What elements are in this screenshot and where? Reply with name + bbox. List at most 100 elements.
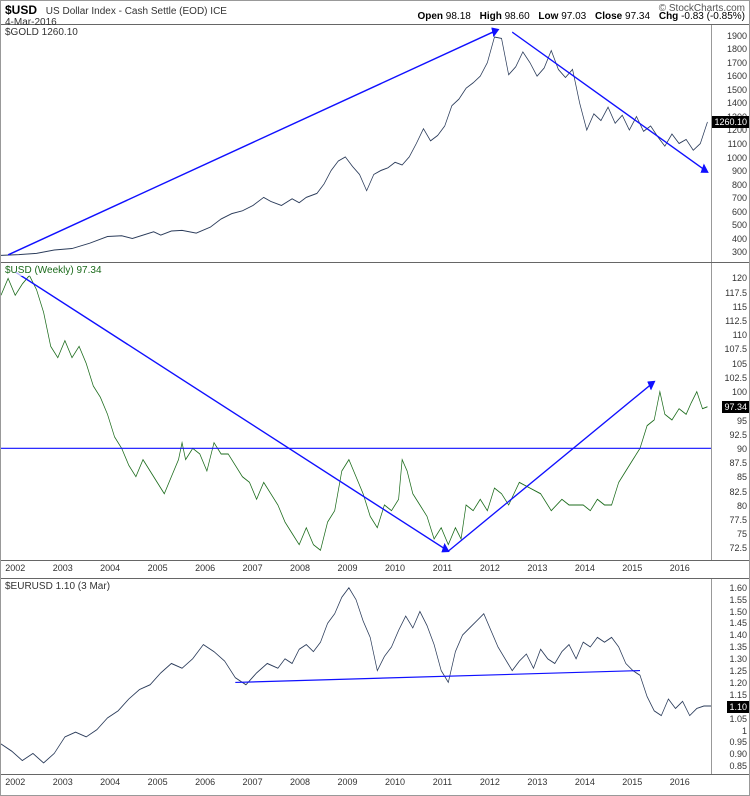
y-tick-label: 1500 — [727, 85, 747, 95]
x-tick-label: 2012 — [480, 563, 500, 573]
y-tick-label: 1.40 — [729, 630, 747, 640]
y-tick-label: 77.5 — [729, 515, 747, 525]
y-tick-label: 1800 — [727, 44, 747, 54]
ticker-symbol: $USD — [5, 3, 37, 17]
panel-eurusd-label: $EURUSD 1.10 (3 Mar) — [5, 581, 110, 592]
panel-gold-label: $GOLD 1260.10 — [5, 27, 78, 38]
x-tick-label: 2009 — [337, 777, 357, 787]
y-tick-label: 0.95 — [729, 737, 747, 747]
x-tick-label: 2004 — [100, 777, 120, 787]
y-tick-label: 112.5 — [725, 316, 747, 326]
y-tick-label: 1.15 — [729, 690, 747, 700]
panel-gold-yaxis: 3004005006007008009001000110012001300140… — [711, 25, 749, 262]
panel-gold-chart — [1, 25, 711, 262]
y-tick-label: 1000 — [727, 153, 747, 163]
y-tick-label: 115 — [733, 302, 747, 312]
x-tick-label: 2008 — [290, 563, 310, 573]
y-tick-label: 117.5 — [725, 288, 747, 298]
y-tick-label: 92.5 — [729, 430, 747, 440]
y-tick-label: 1.05 — [729, 714, 747, 724]
xaxis-top: 2002200320042005200620072008200920102011… — [1, 561, 749, 579]
y-tick-label: 300 — [732, 247, 747, 257]
y-tick-label: 800 — [732, 180, 747, 190]
y-tick-label: 0.85 — [729, 761, 747, 771]
y-tick-label: 1.50 — [729, 607, 747, 617]
y-tick-label: 1 — [742, 726, 747, 736]
y-tick-label: 1400 — [727, 98, 747, 108]
x-tick-label: 2002 — [5, 563, 25, 573]
chart-container: $USD US Dollar Index - Cash Settle (EOD)… — [0, 0, 750, 796]
y-tick-label: 87.5 — [729, 458, 747, 468]
y-tick-label: 600 — [732, 207, 747, 217]
y-tick-label: 0.90 — [729, 749, 747, 759]
panel-eurusd: $EURUSD 1.10 (3 Mar) 0.850.900.9511.051.… — [1, 579, 749, 775]
xaxis-bottom: 2002 2003 2004 2005 2006 2007 2008 2009 2010 2011… — [1, 775, 749, 793]
x-tick-label: 2005 — [148, 777, 168, 787]
x-tick-label: 2014 — [575, 563, 595, 573]
x-tick-label: 2007 — [243, 563, 263, 573]
y-tick-label: 75 — [737, 529, 747, 539]
x-tick-label: 2016 — [670, 777, 690, 787]
x-tick-label: 2008 — [290, 777, 310, 787]
x-tick-label: 2011 — [433, 777, 452, 787]
x-tick-label: 2010 — [385, 777, 405, 787]
x-tick-label: 2006 — [195, 777, 215, 787]
y-tick-label: 1900 — [727, 31, 747, 41]
y-tick-label: 900 — [732, 166, 747, 176]
y-tick-label: 1.55 — [729, 595, 747, 605]
x-tick-label: 2011 — [433, 563, 452, 573]
y-tick-label: 85 — [737, 472, 747, 482]
x-tick-label: 2007 — [243, 777, 263, 787]
y-tick-label: 82.5 — [729, 487, 747, 497]
y-tick-label: 1100 — [728, 139, 747, 149]
y-tick-label: 400 — [732, 234, 747, 244]
y-tick-label: 1.30 — [729, 654, 747, 664]
x-tick-label: 2016 — [670, 563, 690, 573]
x-tick-label: 2014 — [575, 777, 595, 787]
price-flag: 1.10 — [727, 701, 749, 713]
y-tick-label: 1.20 — [729, 678, 747, 688]
y-tick-label: 107.5 — [724, 344, 747, 354]
panel-eurusd-chart — [1, 579, 711, 774]
y-tick-label: 110 — [733, 330, 747, 340]
panel-usd-label: $USD (Weekly) 97.34 — [5, 265, 102, 276]
x-tick-label: 2009 — [337, 563, 357, 573]
x-tick-label: 2004 — [100, 563, 120, 573]
y-tick-label: 1.60 — [729, 583, 747, 593]
y-tick-label: 100 — [732, 387, 747, 397]
y-tick-label: 105 — [732, 359, 747, 369]
y-tick-label: 102.5 — [724, 373, 747, 383]
panel-usd: $USD (Weekly) 97.34 72.5 75 77.5 80 82.5 85 87… — [1, 263, 749, 561]
x-tick-label: 2013 — [527, 777, 547, 787]
panel-usd-yaxis: 72.57577.58082.58587.59092.59597.5100102… — [711, 263, 749, 560]
x-tick-label: 2010 — [385, 563, 405, 573]
x-tick-label: 2015 — [622, 563, 642, 573]
x-tick-label: 2005 — [148, 563, 168, 573]
y-tick-label: 80 — [737, 501, 747, 511]
y-tick-label: 95 — [737, 416, 747, 426]
x-tick-label: 2015 — [622, 777, 642, 787]
y-tick-label: 700 — [732, 193, 747, 203]
x-tick-label: 2006 — [195, 563, 215, 573]
y-tick-label: 1.35 — [729, 642, 747, 652]
x-tick-label: 2002 — [5, 777, 25, 787]
y-tick-label: 1700 — [727, 58, 747, 68]
x-tick-label: 2013 — [527, 563, 547, 573]
ticker-description: US Dollar Index - Cash Settle (EOD) ICE — [46, 6, 227, 17]
price-flag: 1260.10 — [712, 116, 749, 128]
y-tick-label: 1.25 — [729, 666, 747, 676]
panel-gold: $GOLD 1260.10 300 400 500 600 700 800 900 1000 1… — [1, 25, 749, 263]
price-flag: 97.34 — [722, 401, 749, 413]
y-tick-label: 120 — [732, 273, 747, 283]
panel-eurusd-yaxis: 0.85 0.90 0.951 1.051.101.15 1.20 1.25 1.30 1.3… — [711, 579, 749, 774]
x-tick-label: 2003 — [53, 777, 73, 787]
ohlc-readout: Open 98.18 High 98.60 Low 97.03 Close 97… — [411, 11, 745, 22]
panel-usd-chart — [1, 263, 711, 560]
chart-header: $USD US Dollar Index - Cash Settle (EOD)… — [1, 1, 749, 25]
y-tick-label: 1600 — [727, 71, 747, 81]
y-tick-label: 500 — [732, 220, 747, 230]
y-tick-label: 72.5 — [729, 543, 747, 553]
y-tick-label: 90 — [737, 444, 747, 454]
y-tick-label: 1.45 — [729, 618, 747, 628]
x-tick-label: 2012 — [480, 777, 500, 787]
